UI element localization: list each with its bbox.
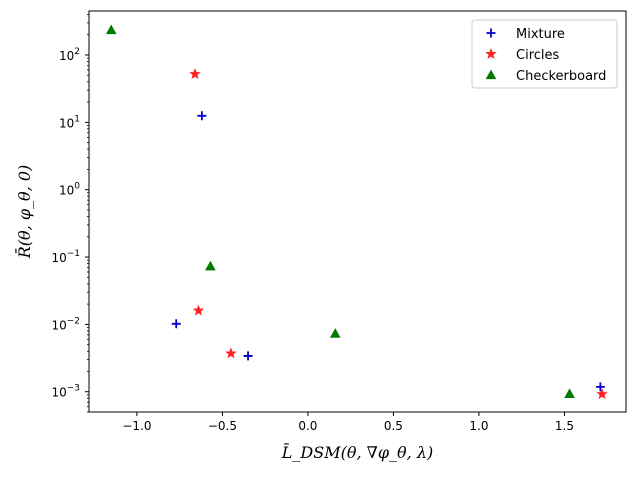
data-point bbox=[225, 347, 237, 359]
y-tick-label: 101 bbox=[59, 114, 80, 130]
data-point bbox=[329, 328, 341, 338]
data-point bbox=[105, 24, 117, 35]
legend-label: Mixture bbox=[516, 27, 565, 42]
y-tick-label: 10−2 bbox=[51, 316, 80, 332]
x-tick-label: 0.0 bbox=[298, 419, 317, 433]
legend-item: Checkerboard bbox=[485, 69, 606, 84]
data-point bbox=[205, 260, 216, 271]
x-tick-label: 1.0 bbox=[469, 419, 488, 433]
y-tick-label: 102 bbox=[59, 47, 80, 63]
x-tick-label: −0.5 bbox=[208, 419, 237, 433]
x-tick-label: 1.5 bbox=[555, 419, 574, 433]
data-point bbox=[596, 388, 608, 400]
data-point bbox=[171, 319, 181, 329]
y-axis-label: R̄(θ, φ_θ, 0) bbox=[13, 165, 34, 260]
legend-item: Mixture bbox=[486, 27, 565, 42]
legend-marker bbox=[485, 47, 497, 59]
data-point bbox=[192, 304, 205, 316]
data-marks bbox=[105, 24, 608, 400]
y-tick-label: 100 bbox=[59, 182, 80, 198]
legend-item: Circles bbox=[485, 47, 560, 63]
legend: Mixture Circles Checkerboard bbox=[471, 19, 618, 89]
x-axis-label: L̄_DSM(θ, ∇φ_θ, λ) bbox=[281, 441, 433, 462]
x-tick-label: 0.5 bbox=[384, 419, 403, 433]
data-point bbox=[595, 382, 605, 392]
data-point bbox=[564, 388, 575, 398]
data-point bbox=[243, 351, 253, 361]
legend-marker bbox=[486, 28, 496, 38]
series-circles bbox=[189, 68, 608, 400]
axes: −1.0 −0.5 0.0 0.5 1.0 1.5 10−3 10−2 10−1 100 101 10… bbox=[13, 14, 574, 462]
data-point bbox=[189, 68, 201, 80]
series-mixture bbox=[171, 111, 605, 392]
legend-box bbox=[471, 19, 618, 89]
legend-label: Checkerboard bbox=[516, 69, 606, 84]
series-checkerboard bbox=[105, 24, 575, 398]
plot-frame bbox=[88, 10, 627, 413]
legend-label: Circles bbox=[516, 48, 560, 63]
x-tick-label: −1.0 bbox=[122, 419, 151, 433]
y-tick-label: 10−1 bbox=[51, 249, 80, 265]
legend-marker bbox=[485, 69, 497, 80]
data-point bbox=[197, 111, 207, 121]
y-tick-label: 10−3 bbox=[51, 384, 80, 400]
